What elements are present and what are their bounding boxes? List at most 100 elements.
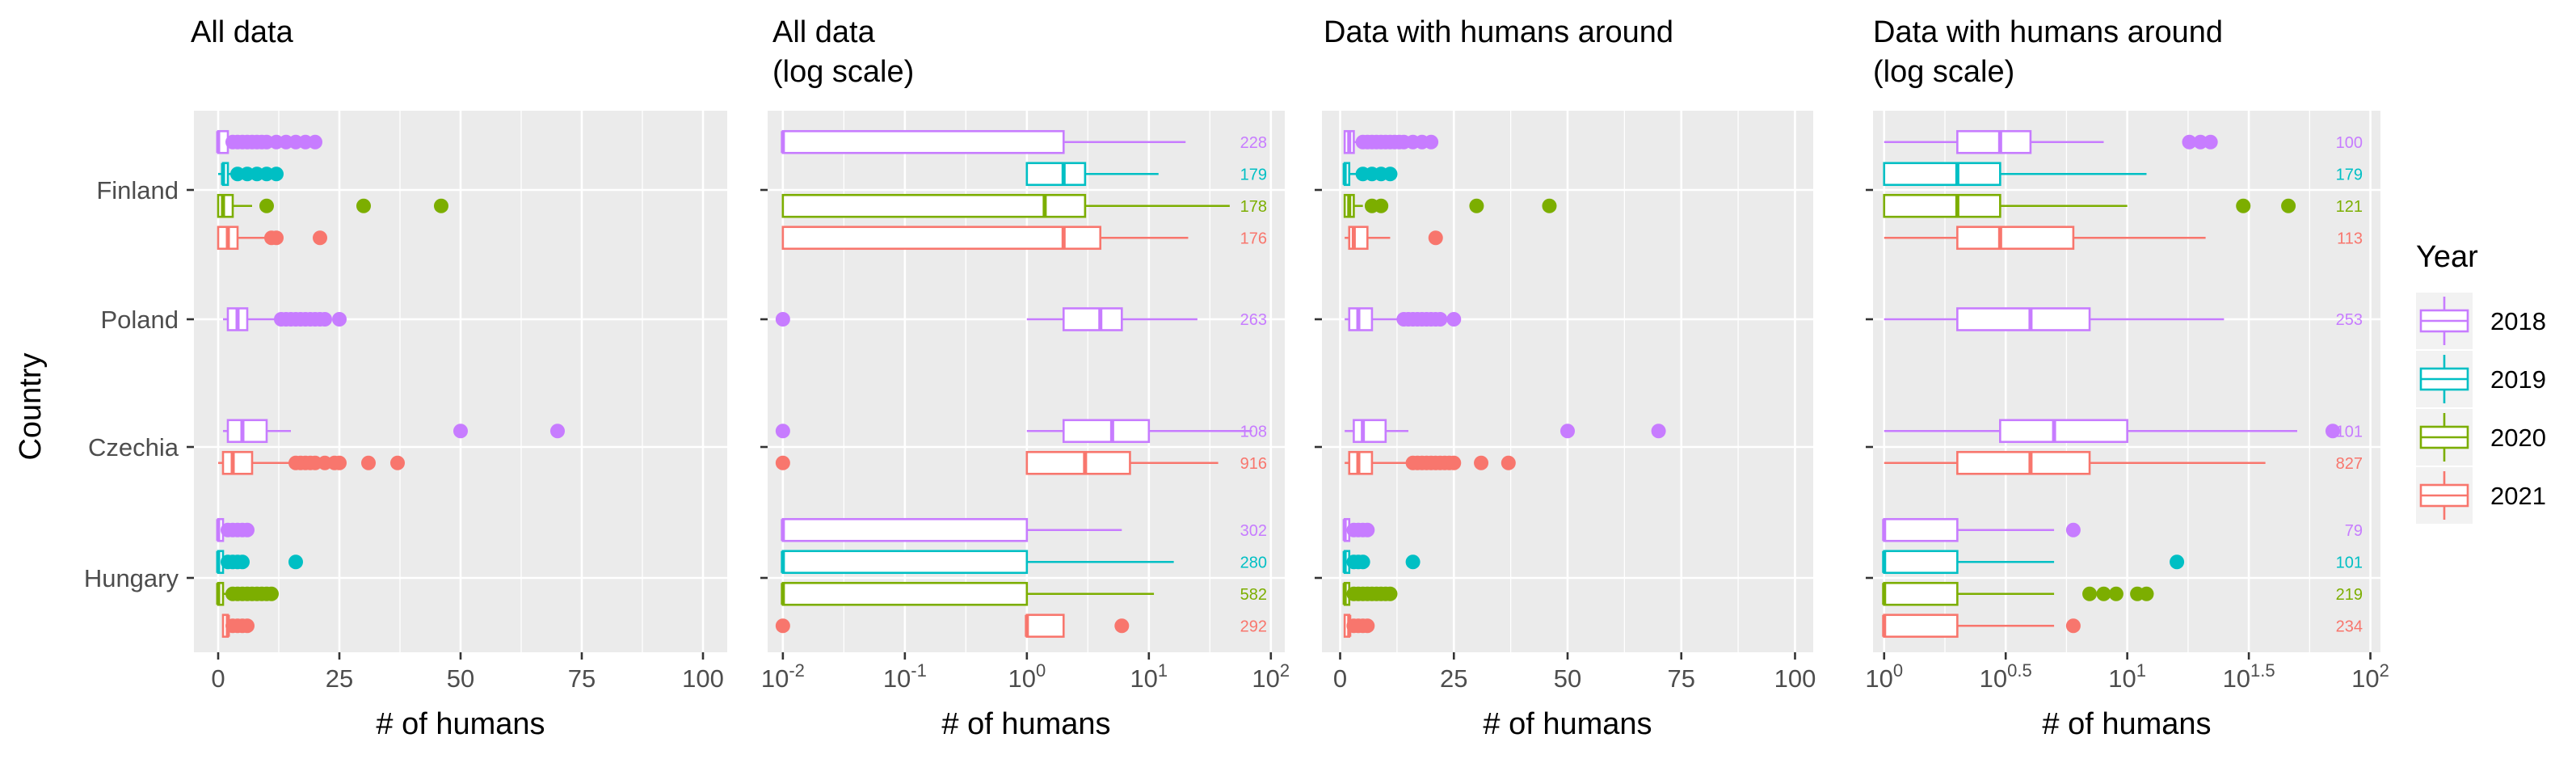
x-tick-label: 102 xyxy=(2351,660,2389,693)
boxplot-hungary-2019: 280 xyxy=(781,550,1267,575)
outlier-point xyxy=(775,312,790,327)
boxplot-finland-2018: 100 xyxy=(1884,129,2363,154)
outlier-point xyxy=(264,586,279,601)
boxplot-hungary-2018 xyxy=(216,517,255,542)
boxplot-czechia-2021 xyxy=(1345,450,1516,475)
outlier-point xyxy=(2065,618,2081,634)
x-tick-label: 75 xyxy=(568,664,596,693)
outlier-point xyxy=(1114,618,1130,634)
boxplot-czechia-2018 xyxy=(1345,419,1666,444)
outlier-point xyxy=(1355,554,1370,570)
legend-item-2019: 2019 xyxy=(2416,351,2546,407)
outlier-point xyxy=(2082,586,2098,601)
x-axis-title: # of humans xyxy=(2042,707,2211,741)
box xyxy=(1956,226,2075,251)
count-label: 228 xyxy=(1240,134,1267,152)
boxplot-czechia-2018: 108 xyxy=(775,419,1267,444)
count-label: 263 xyxy=(1240,311,1267,329)
boxplot-hungary-2019 xyxy=(1342,550,1421,575)
panel-2: 10-2 10-1 100 101 102 # of humans All data (log… xyxy=(760,15,1290,741)
boxplot-finland-2018 xyxy=(1343,129,1439,154)
outlier-point xyxy=(1383,586,1398,601)
outlier-point xyxy=(2281,198,2296,213)
boxplot-hungary-2018: 79 xyxy=(1882,517,2363,542)
y-tick-label-poland: Poland xyxy=(100,306,179,334)
panel-title: All data xyxy=(191,15,294,49)
boxplot-finland-2020 xyxy=(217,193,448,218)
box xyxy=(1353,419,1387,444)
boxplot-finland-2019 xyxy=(218,162,284,187)
boxplot-finland-2021: 176 xyxy=(781,226,1267,251)
box xyxy=(1956,450,2091,475)
box xyxy=(781,129,1065,154)
boxplot-czechia-2021: 827 xyxy=(1884,450,2363,475)
boxplot-hungary-2020 xyxy=(1342,581,1398,606)
outlier-point xyxy=(2203,134,2218,150)
outlier-point xyxy=(2065,522,2081,537)
outlier-point xyxy=(1446,455,1462,470)
x-tick-label: 101 xyxy=(1130,660,1168,693)
outlier-point xyxy=(318,312,332,327)
boxplot-finland-2021 xyxy=(1345,226,1443,251)
outlier-point xyxy=(288,554,303,570)
legend: Year 2018 2019 2020 2021 xyxy=(2416,240,2546,524)
box xyxy=(226,419,268,444)
outlier-point xyxy=(240,618,255,634)
outlier-point xyxy=(1360,618,1375,634)
x-tick-label: 50 xyxy=(447,664,474,693)
box xyxy=(781,517,1029,542)
boxplot-czechia-2021 xyxy=(218,450,405,475)
outlier-point xyxy=(332,455,347,470)
outlier-point xyxy=(1383,167,1398,182)
count-label: 101 xyxy=(2336,554,2363,571)
outlier-point xyxy=(356,198,371,213)
outlier-point xyxy=(775,424,790,439)
boxplot-czechia-2021: 916 xyxy=(775,450,1267,475)
outlier-point xyxy=(1651,424,1666,439)
panels: Finland Poland Czechia Hungary 0 25 50 75 100 # o… xyxy=(84,15,2389,741)
x-tick-label: 100 xyxy=(1865,660,1903,693)
box xyxy=(1062,307,1123,331)
outlier-point xyxy=(434,198,448,213)
box xyxy=(1956,129,2032,154)
boxplot-hungary-2021 xyxy=(221,613,255,639)
x-tick-label: 100.5 xyxy=(1980,660,2032,693)
outlier-point xyxy=(1405,554,1421,570)
boxplot-finland-2020 xyxy=(1343,193,1557,218)
boxplot-finland-2018: 228 xyxy=(781,129,1267,154)
outlier-point xyxy=(1469,198,1484,213)
legend-keys: 2018 2019 2020 2021 xyxy=(2416,293,2546,524)
legend-label: 2018 xyxy=(2490,307,2546,335)
count-label: 178 xyxy=(1240,198,1267,216)
panel-1: Finland Poland Czechia Hungary 0 25 50 75 100 # o… xyxy=(84,15,727,741)
x-tick-label: 100 xyxy=(1774,664,1816,693)
count-label: 292 xyxy=(1240,618,1267,635)
panel-4: 100 100.5 101 101.5 102 # of humans Data with … xyxy=(1865,15,2389,741)
outlier-point xyxy=(1424,134,1439,150)
legend-label: 2019 xyxy=(2490,365,2546,394)
box xyxy=(781,226,1102,251)
count-label: 582 xyxy=(1240,586,1267,604)
boxplot-finland-2020: 178 xyxy=(781,193,1267,218)
boxplot-finland-2018 xyxy=(216,129,322,154)
outlier-point xyxy=(361,455,376,470)
outlier-point xyxy=(1433,312,1448,327)
count-label: 176 xyxy=(1240,230,1267,247)
x-tick-label: 100 xyxy=(682,664,724,693)
outlier-point xyxy=(2193,134,2208,150)
outlier-point xyxy=(269,230,284,246)
outlier-point xyxy=(313,230,327,246)
box xyxy=(1025,450,1131,475)
legend-title: Year xyxy=(2416,240,2478,274)
x-tick-label: 100 xyxy=(1008,660,1046,693)
count-label: 219 xyxy=(2336,586,2363,604)
x-tick-label: 75 xyxy=(1667,664,1694,693)
count-label: 280 xyxy=(1240,554,1267,571)
outlier-point xyxy=(1560,424,1575,439)
legend-item-2020: 2020 xyxy=(2416,409,2546,466)
box xyxy=(1883,517,1959,542)
outlier-point xyxy=(2236,198,2251,213)
boxplot-poland-2018 xyxy=(223,307,347,331)
outlier-point xyxy=(550,424,565,439)
